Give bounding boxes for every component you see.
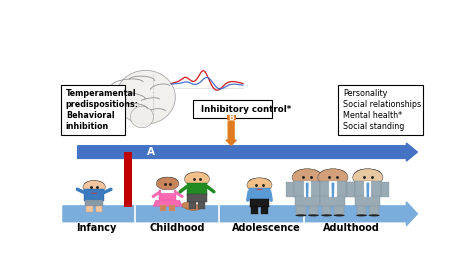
Bar	[84, 189, 104, 201]
Bar	[346, 182, 354, 198]
Bar	[322, 206, 331, 215]
Ellipse shape	[130, 106, 154, 128]
Ellipse shape	[157, 177, 178, 185]
Bar	[199, 202, 205, 209]
Circle shape	[318, 169, 348, 186]
Ellipse shape	[116, 70, 175, 124]
Bar	[286, 182, 294, 198]
Ellipse shape	[248, 178, 271, 186]
Bar	[320, 196, 346, 206]
Ellipse shape	[294, 169, 321, 179]
FancyArrow shape	[226, 121, 237, 145]
Bar	[261, 207, 267, 214]
Bar	[381, 182, 389, 198]
Bar	[249, 188, 270, 200]
Bar	[356, 196, 380, 206]
Ellipse shape	[84, 181, 104, 188]
Polygon shape	[366, 183, 369, 198]
Bar	[250, 199, 269, 207]
Bar	[329, 181, 337, 198]
FancyBboxPatch shape	[338, 85, 423, 135]
Ellipse shape	[319, 169, 346, 179]
Bar	[189, 202, 196, 209]
Ellipse shape	[334, 214, 345, 216]
Bar	[334, 206, 344, 215]
Bar	[346, 182, 355, 198]
Bar	[96, 206, 102, 212]
Bar	[295, 196, 319, 206]
Circle shape	[247, 178, 272, 192]
Text: B: B	[228, 113, 234, 122]
Ellipse shape	[185, 204, 201, 210]
Bar	[319, 181, 346, 198]
Bar	[303, 181, 311, 198]
Polygon shape	[306, 183, 309, 198]
Bar	[169, 205, 175, 211]
Text: Inhibitory control*: Inhibitory control*	[201, 105, 291, 114]
Bar	[312, 182, 320, 198]
Text: Childhood: Childhood	[149, 223, 205, 233]
Circle shape	[353, 169, 383, 186]
Bar	[294, 181, 320, 198]
Bar	[124, 152, 132, 207]
FancyArrow shape	[63, 202, 418, 226]
Ellipse shape	[369, 214, 380, 216]
Bar	[355, 181, 381, 198]
Bar	[364, 181, 372, 198]
FancyArrow shape	[78, 143, 418, 161]
Ellipse shape	[295, 214, 307, 216]
Ellipse shape	[356, 214, 367, 216]
Polygon shape	[331, 183, 334, 198]
Bar	[159, 190, 176, 200]
Text: Adolescence: Adolescence	[232, 223, 301, 233]
Bar	[187, 194, 207, 202]
Circle shape	[156, 177, 179, 190]
Bar	[86, 206, 93, 212]
FancyBboxPatch shape	[61, 85, 125, 135]
Bar	[309, 206, 318, 215]
Ellipse shape	[354, 169, 382, 179]
Circle shape	[83, 181, 105, 193]
Circle shape	[292, 169, 322, 186]
Text: Temperamental
predispositions:
Behavioral
inhibition: Temperamental predispositions: Behaviora…	[66, 89, 139, 131]
Ellipse shape	[308, 214, 319, 216]
Text: Personality
Social relationships
Mental health*
Social standing: Personality Social relationships Mental …	[343, 89, 421, 131]
Bar	[187, 183, 207, 195]
Bar	[227, 115, 236, 121]
Text: A: A	[147, 147, 155, 157]
Ellipse shape	[186, 172, 208, 181]
Polygon shape	[153, 200, 182, 206]
FancyBboxPatch shape	[193, 100, 272, 118]
Bar	[85, 200, 103, 206]
Circle shape	[182, 202, 192, 208]
Circle shape	[184, 172, 210, 186]
Bar	[320, 182, 328, 198]
Ellipse shape	[321, 214, 332, 216]
Bar	[357, 206, 366, 215]
Text: Adulthood: Adulthood	[323, 223, 380, 233]
Bar	[160, 205, 166, 211]
Bar	[251, 207, 258, 214]
Bar	[296, 206, 306, 215]
Bar	[369, 206, 379, 215]
Text: Infancy: Infancy	[76, 223, 116, 233]
Bar	[161, 190, 174, 193]
